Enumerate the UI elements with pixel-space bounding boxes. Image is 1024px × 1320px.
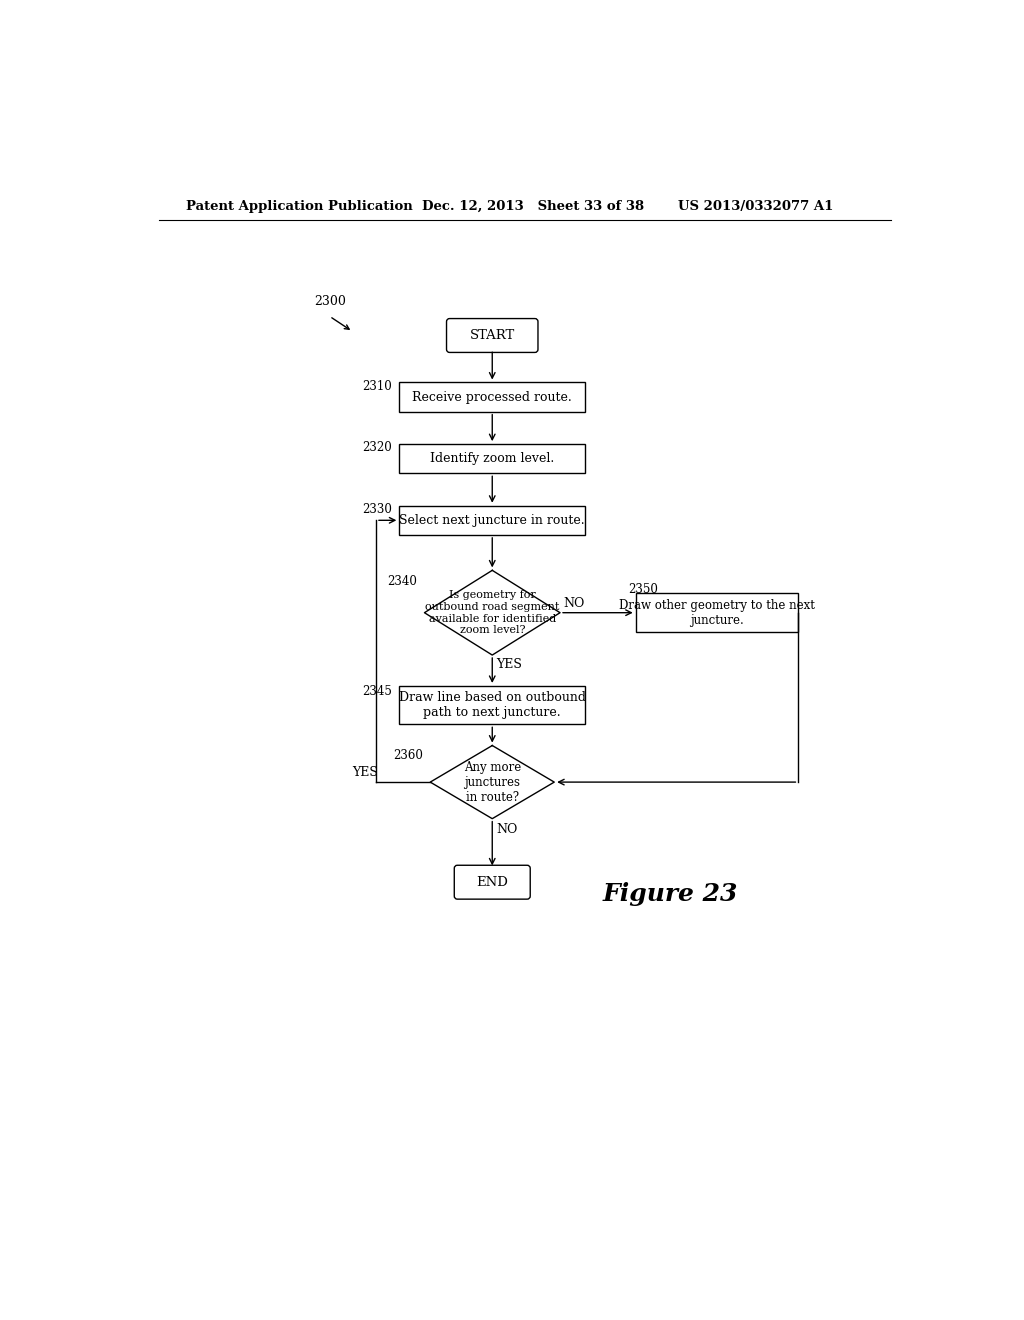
Text: YES: YES bbox=[351, 767, 378, 779]
Text: 2360: 2360 bbox=[393, 748, 423, 762]
Text: Identify zoom level.: Identify zoom level. bbox=[430, 453, 554, 465]
Text: 2350: 2350 bbox=[628, 583, 657, 597]
Bar bbox=[399, 506, 586, 535]
Text: YES: YES bbox=[496, 657, 522, 671]
Text: Figure 23: Figure 23 bbox=[603, 882, 738, 906]
Text: Receive processed route.: Receive processed route. bbox=[413, 391, 572, 404]
Text: 2310: 2310 bbox=[362, 380, 392, 393]
Text: 2330: 2330 bbox=[362, 503, 392, 516]
Text: START: START bbox=[470, 329, 515, 342]
FancyBboxPatch shape bbox=[446, 318, 538, 352]
Polygon shape bbox=[430, 746, 554, 818]
Text: 2340: 2340 bbox=[387, 576, 417, 589]
Text: 2320: 2320 bbox=[362, 441, 392, 454]
Bar bbox=[636, 594, 799, 632]
Text: 2300: 2300 bbox=[314, 294, 346, 308]
Text: Select next juncture in route.: Select next juncture in route. bbox=[399, 513, 585, 527]
Text: 2345: 2345 bbox=[362, 685, 392, 698]
Text: Dec. 12, 2013   Sheet 33 of 38: Dec. 12, 2013 Sheet 33 of 38 bbox=[423, 199, 645, 213]
Bar bbox=[399, 444, 586, 474]
Text: Patent Application Publication: Patent Application Publication bbox=[186, 199, 413, 213]
Text: Is geometry for
outbound road segment
available for identified
zoom level?: Is geometry for outbound road segment av… bbox=[425, 590, 559, 635]
Bar bbox=[399, 383, 586, 412]
Text: NO: NO bbox=[563, 597, 585, 610]
Text: NO: NO bbox=[496, 822, 517, 836]
Text: Draw line based on outbound
path to next juncture.: Draw line based on outbound path to next… bbox=[398, 692, 586, 719]
Polygon shape bbox=[424, 570, 560, 655]
Bar bbox=[399, 686, 586, 725]
Text: US 2013/0332077 A1: US 2013/0332077 A1 bbox=[678, 199, 834, 213]
FancyBboxPatch shape bbox=[455, 866, 530, 899]
Text: Draw other geometry to the next
juncture.: Draw other geometry to the next juncture… bbox=[620, 599, 815, 627]
Text: Any more
junctures
in route?: Any more junctures in route? bbox=[464, 760, 521, 804]
Text: END: END bbox=[476, 875, 508, 888]
